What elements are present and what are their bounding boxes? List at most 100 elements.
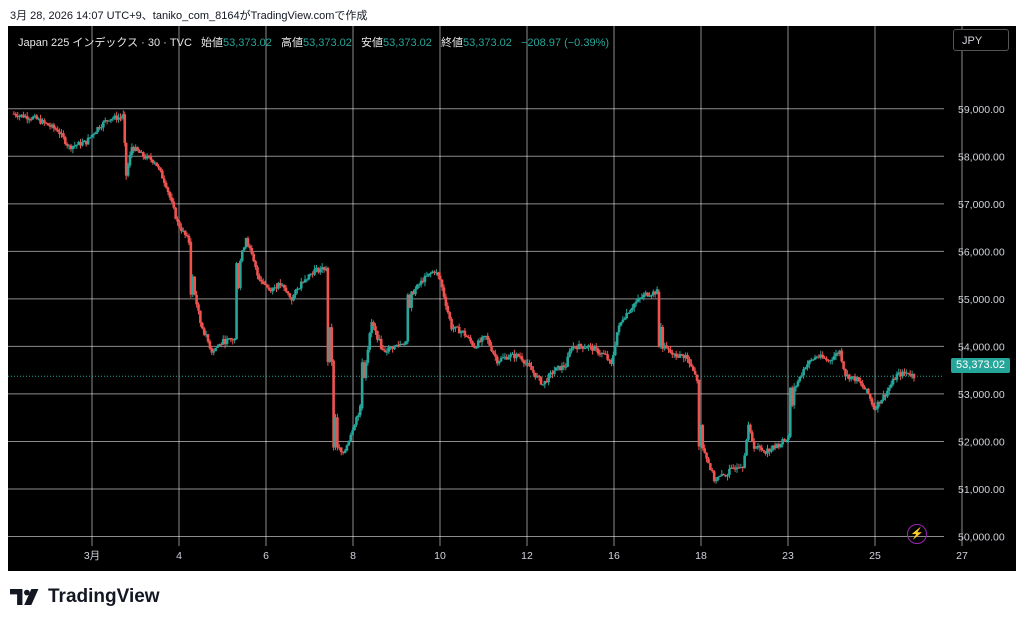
grid-lines bbox=[8, 26, 963, 546]
candle-body bbox=[846, 374, 849, 377]
candle-body bbox=[14, 113, 18, 116]
candle-body bbox=[162, 178, 166, 183]
candle-body bbox=[632, 303, 636, 308]
candle-body bbox=[372, 322, 375, 327]
candle-body bbox=[362, 362, 366, 378]
candle-body bbox=[176, 218, 179, 222]
candle-body bbox=[821, 354, 824, 358]
candle-body bbox=[134, 147, 137, 151]
candle-body bbox=[570, 348, 573, 352]
y-tick-label: 51,000.00 bbox=[958, 484, 1005, 496]
open-value: 53,373.02 bbox=[222, 37, 272, 49]
candle-body bbox=[161, 170, 164, 179]
candle-body bbox=[269, 289, 273, 292]
chart-panel[interactable]: 59,000.00 58,000.00 57,000.00 56,000.00 55,0… bbox=[8, 26, 1016, 571]
candle-body bbox=[693, 370, 697, 375]
candle-body bbox=[518, 356, 522, 358]
candle-body bbox=[551, 372, 554, 374]
candle-body bbox=[779, 444, 783, 448]
candle-body bbox=[233, 338, 236, 341]
candle-body bbox=[16, 115, 20, 118]
candle-body bbox=[539, 377, 543, 385]
candle-body bbox=[697, 379, 701, 447]
candle-body bbox=[792, 387, 796, 406]
high-label: 高値 bbox=[280, 37, 303, 49]
candle-body bbox=[427, 273, 431, 276]
candle-body bbox=[789, 387, 792, 437]
y-tick-label: 50,000.00 bbox=[958, 531, 1005, 543]
close-label: 終値 bbox=[440, 37, 463, 49]
candle-body bbox=[29, 119, 33, 121]
candle-body bbox=[391, 346, 394, 350]
candle-body bbox=[775, 444, 779, 449]
candle-body bbox=[132, 147, 136, 151]
candle-body bbox=[332, 360, 335, 448]
candle-body bbox=[554, 367, 558, 371]
low-label: 安値 bbox=[360, 37, 383, 49]
candle-body bbox=[140, 152, 143, 154]
candle-body bbox=[423, 275, 427, 283]
candle-body bbox=[889, 384, 893, 388]
ohlc-legend: Japan 225 インデックス · 30 · TVC 始値53,373.02 … bbox=[18, 34, 609, 50]
candle-body bbox=[482, 336, 486, 338]
candle-body bbox=[277, 282, 280, 289]
candle-body bbox=[75, 144, 79, 146]
candle-body bbox=[273, 287, 276, 289]
candle-body bbox=[459, 331, 463, 334]
price-chart[interactable]: 59,000.00 58,000.00 57,000.00 56,000.00 55,0… bbox=[8, 26, 1016, 571]
candle-body bbox=[120, 117, 124, 119]
candle-body bbox=[610, 359, 613, 364]
candle-body bbox=[825, 358, 828, 361]
candle-body bbox=[71, 146, 75, 150]
candle-body bbox=[360, 362, 364, 409]
candle-body bbox=[863, 386, 866, 390]
candle-body bbox=[442, 287, 446, 297]
candle-body bbox=[514, 354, 518, 359]
candle-body bbox=[573, 346, 577, 348]
candle-body bbox=[499, 358, 503, 362]
candle-body bbox=[714, 479, 718, 482]
candle-body bbox=[178, 221, 181, 228]
candle-body bbox=[383, 350, 387, 352]
currency-button[interactable]: JPY bbox=[953, 29, 1009, 51]
candle-body bbox=[606, 354, 609, 360]
candle-body bbox=[739, 467, 743, 469]
candle-body bbox=[777, 444, 781, 448]
x-tick-label: 3月 bbox=[84, 550, 100, 562]
candle-body bbox=[811, 359, 815, 361]
candle-body bbox=[143, 156, 147, 159]
candle-body bbox=[473, 345, 476, 348]
candle-body bbox=[855, 377, 859, 382]
candle-body bbox=[522, 360, 526, 364]
candle-body bbox=[355, 417, 358, 425]
candle-body bbox=[286, 291, 290, 294]
candle-body bbox=[602, 353, 606, 355]
y-tick-label: 59,000.00 bbox=[958, 104, 1005, 116]
candle-body bbox=[467, 336, 471, 338]
close-value: 53,373.02 bbox=[462, 37, 512, 49]
candle-body bbox=[86, 137, 90, 145]
candle-body bbox=[54, 128, 58, 130]
candle-body bbox=[604, 353, 608, 355]
candle-body bbox=[387, 347, 391, 352]
candle-body bbox=[153, 162, 157, 164]
candle-body bbox=[142, 152, 145, 157]
candle-body bbox=[315, 267, 318, 270]
candle-body bbox=[497, 361, 501, 364]
candle-body bbox=[766, 448, 769, 454]
candle-body bbox=[556, 366, 560, 368]
candle-body bbox=[199, 310, 202, 323]
candle-body bbox=[90, 134, 94, 138]
candle-body bbox=[324, 269, 328, 271]
candle-body bbox=[768, 448, 771, 452]
candle-body bbox=[448, 312, 451, 319]
candle-body bbox=[265, 284, 269, 288]
lightning-icon[interactable]: ⚡ bbox=[907, 524, 927, 544]
tradingview-brand[interactable]: TradingView bbox=[10, 586, 160, 608]
candle-body bbox=[246, 238, 250, 246]
candle-body bbox=[221, 339, 225, 345]
candle-body bbox=[684, 355, 687, 359]
candle-body bbox=[733, 468, 737, 470]
candle-body bbox=[773, 445, 777, 449]
candle-body bbox=[279, 282, 282, 286]
